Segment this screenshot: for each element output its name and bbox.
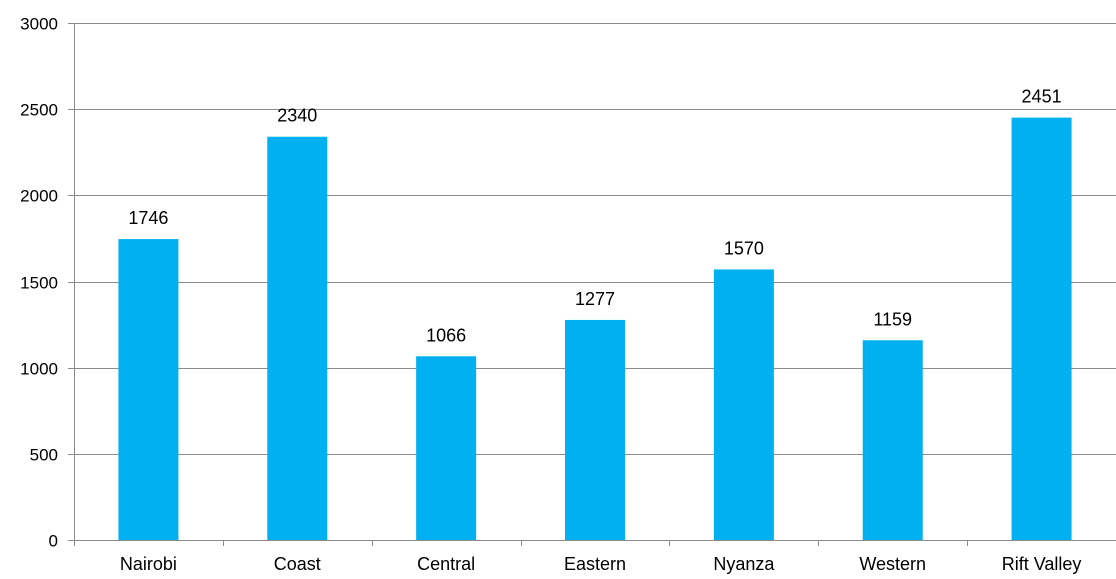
data-label: 1570 [724,238,764,258]
y-tick-label: 3000 [20,15,58,34]
bar-nyanza [713,269,774,540]
bars [118,117,1072,541]
bar-western [862,340,923,540]
data-label: 1066 [426,325,466,345]
x-tick-label: Nyanza [713,554,775,574]
y-tick-label: 1500 [20,274,58,293]
y-tick-label: 0 [49,532,58,551]
axes: 0 500 1000 1500 2000 2500 3000 Nairobi Coast Cent… [20,15,1116,574]
x-tick-label: Rift Valley [1002,554,1082,574]
bar-coast [267,136,328,541]
data-labels: 1746 2340 1066 1277 1570 1159 2451 [128,87,1061,346]
data-label: 2451 [1022,87,1062,107]
x-tick-label: Central [417,554,475,574]
bar-eastern [565,319,625,540]
y-tick-label: 1000 [20,360,58,379]
data-label: 1746 [128,208,168,228]
y-tick-label: 500 [30,446,58,465]
x-tick-label: Western [859,554,926,574]
data-label: 1277 [575,289,615,309]
data-label: 2340 [277,106,317,126]
bar-rift-valley [1011,117,1072,541]
x-tick-label: Coast [274,554,321,574]
y-tick-label: 2000 [20,187,58,206]
bar-central [416,356,477,540]
gridlines [74,23,1116,455]
y-tick-label: 2500 [20,101,58,120]
x-tick-label: Eastern [564,554,626,574]
data-label: 1159 [873,309,912,329]
x-tick-label: Nairobi [120,554,177,574]
bar-nairobi [118,239,179,540]
